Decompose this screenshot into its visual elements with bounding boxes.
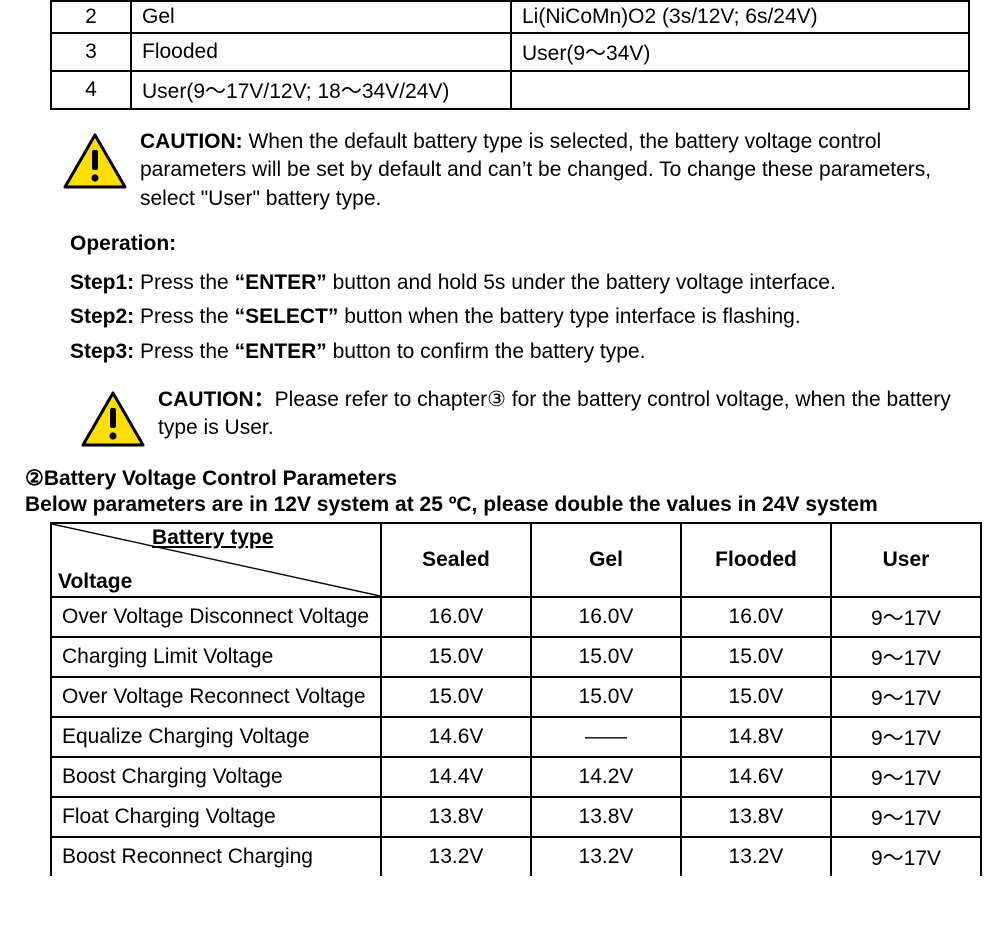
voltage-params-table: Battery type Voltage Sealed Gel Flooded … — [50, 522, 982, 876]
step-text: button when the battery type interface i… — [338, 305, 800, 328]
step-text: Press the — [134, 271, 234, 294]
param-name: Boost Charging Voltage — [51, 757, 381, 797]
row-number: 4 — [51, 71, 131, 109]
param-value: 14.6V — [381, 717, 531, 757]
operation-block: Operation: Step1: Press the “ENTER” butt… — [50, 227, 970, 370]
caution-body: Please refer to chapter③ for the battery… — [158, 388, 951, 439]
param-value: 9～17V — [831, 677, 981, 717]
operation-step: Step1: Press the “ENTER” button and hold… — [70, 266, 970, 301]
param-value: 9～17V — [831, 637, 981, 677]
param-value: 15.0V — [381, 637, 531, 677]
step-text: button to confirm the battery type. — [327, 340, 646, 363]
param-value: 9～17V — [831, 597, 981, 637]
header-voltage: Voltage — [58, 570, 132, 594]
cell: Flooded — [131, 33, 511, 71]
caution-body: When the default battery type is selecte… — [140, 130, 931, 210]
cell: User(9～34V) — [511, 33, 969, 71]
table-row: Over Voltage Disconnect Voltage 16.0V 16… — [51, 597, 981, 637]
param-value: 15.0V — [381, 677, 531, 717]
param-value: 16.0V — [681, 597, 831, 637]
document-page: 2 Gel Li(NiCoMn)O2 (3s/12V; 6s/24V) 3 Fl… — [0, 0, 1000, 952]
col-header: Flooded — [681, 523, 831, 597]
operation-heading: Operation: — [70, 227, 970, 262]
table-row: Boost Reconnect Charging 13.2V 13.2V 13.… — [51, 837, 981, 876]
warning-icon — [50, 128, 140, 190]
param-value: 15.0V — [681, 677, 831, 717]
cell: Gel — [131, 1, 511, 33]
row-number: 2 — [51, 1, 131, 33]
section-title: ②Battery Voltage Control Parameters — [25, 466, 970, 491]
param-value: 16.0V — [381, 597, 531, 637]
param-name: Boost Reconnect Charging — [51, 837, 381, 876]
table-row: 2 Gel Li(NiCoMn)O2 (3s/12V; 6s/24V) — [51, 1, 969, 33]
row-number: 3 — [51, 33, 131, 71]
caution-block: CAUTION：Please refer to chapter③ for the… — [50, 386, 970, 448]
param-value: 13.2V — [681, 837, 831, 876]
col-header: User — [831, 523, 981, 597]
step-button-name: “SELECT” — [235, 305, 339, 328]
param-value: 16.0V — [531, 597, 681, 637]
table-row: Equalize Charging Voltage 14.6V —— 14.8V… — [51, 717, 981, 757]
warning-icon — [50, 386, 158, 448]
operation-step: Step3: Press the “ENTER” button to confi… — [70, 335, 970, 370]
param-value: 15.0V — [531, 677, 681, 717]
table-row: 3 Flooded User(9～34V) — [51, 33, 969, 71]
step-text: Press the — [134, 305, 234, 328]
param-name: Charging Limit Voltage — [51, 637, 381, 677]
param-name: Float Charging Voltage — [51, 797, 381, 837]
param-name: Equalize Charging Voltage — [51, 717, 381, 757]
header-battery-type: Battery type — [152, 526, 273, 550]
step-button-name: “ENTER” — [235, 271, 327, 294]
operation-step: Step2: Press the “SELECT” button when th… — [70, 300, 970, 335]
step-label: Step1: — [70, 271, 134, 294]
table-row: Over Voltage Reconnect Voltage 15.0V 15.… — [51, 677, 981, 717]
param-name: Over Voltage Disconnect Voltage — [51, 597, 381, 637]
cell — [511, 71, 969, 109]
param-value: 9～17V — [831, 757, 981, 797]
table-row: Boost Charging Voltage 14.4V 14.2V 14.6V… — [51, 757, 981, 797]
cell: User(9～17V/12V; 18～34V/24V) — [131, 71, 511, 109]
param-value: 14.6V — [681, 757, 831, 797]
table-row: Float Charging Voltage 13.8V 13.8V 13.8V… — [51, 797, 981, 837]
step-label: Step2: — [70, 305, 134, 328]
param-value: 13.8V — [531, 797, 681, 837]
table-row: 4 User(9～17V/12V; 18～34V/24V) — [51, 71, 969, 109]
col-header: Sealed — [381, 523, 531, 597]
param-value: 15.0V — [681, 637, 831, 677]
param-value: 13.8V — [681, 797, 831, 837]
section-subtitle: Below parameters are in 12V system at 25… — [25, 491, 970, 518]
param-value: 14.2V — [531, 757, 681, 797]
step-text: Press the — [134, 340, 234, 363]
param-value: 9～17V — [831, 797, 981, 837]
param-value: 9～17V — [831, 837, 981, 876]
param-value: 13.8V — [381, 797, 531, 837]
col-header: Gel — [531, 523, 681, 597]
param-value: 13.2V — [531, 837, 681, 876]
step-label: Step3: — [70, 340, 134, 363]
table-row: Charging Limit Voltage 15.0V 15.0V 15.0V… — [51, 637, 981, 677]
caution-label: CAUTION: — [140, 130, 243, 153]
caution-text: CAUTION：Please refer to chapter③ for the… — [158, 386, 970, 443]
caution-text: CAUTION: When the default battery type i… — [140, 128, 970, 213]
step-text: button and hold 5s under the battery vol… — [327, 271, 836, 294]
table-header-row: Battery type Voltage Sealed Gel Flooded … — [51, 523, 981, 597]
param-value: 15.0V — [531, 637, 681, 677]
param-name: Over Voltage Reconnect Voltage — [51, 677, 381, 717]
battery-type-table: 2 Gel Li(NiCoMn)O2 (3s/12V; 6s/24V) 3 Fl… — [50, 0, 970, 110]
caution-block: CAUTION: When the default battery type i… — [50, 128, 970, 213]
param-value: 13.2V — [381, 837, 531, 876]
step-button-name: “ENTER” — [235, 340, 327, 363]
param-value: 9～17V — [831, 717, 981, 757]
diagonal-header: Battery type Voltage — [51, 523, 381, 597]
param-value: 14.4V — [381, 757, 531, 797]
param-value: —— — [531, 717, 681, 757]
param-value: 14.8V — [681, 717, 831, 757]
cell: Li(NiCoMn)O2 (3s/12V; 6s/24V) — [511, 1, 969, 33]
caution-label: CAUTION： — [158, 388, 275, 411]
